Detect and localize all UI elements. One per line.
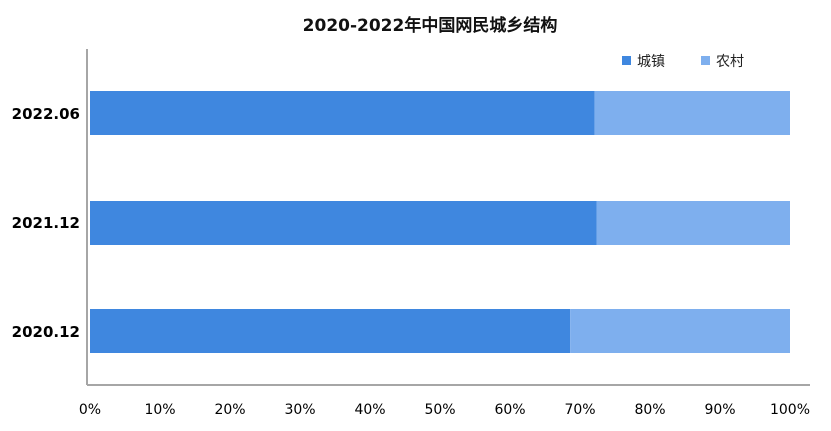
x-tick-label: 0% [79, 402, 101, 418]
legend-swatch-urban [622, 56, 631, 65]
bar-segment-rural [594, 91, 790, 135]
legend-swatch-rural [701, 56, 710, 65]
x-tick-label: 40% [354, 402, 385, 418]
bar-segment-urban [90, 309, 571, 353]
legend-label-rural: 农村 [716, 54, 744, 70]
legend-label-urban: 城镇 [637, 54, 665, 70]
legend: 城镇 农村 [622, 54, 744, 70]
x-tick-label: 100% [770, 402, 810, 418]
bar-segment-rural [596, 201, 790, 245]
x-tick-label: 50% [424, 402, 455, 418]
category-labels: 2022.06 2021.12 2020.12 [12, 105, 80, 341]
bar-segment-urban [90, 201, 597, 245]
category-label: 2020.12 [12, 323, 80, 341]
x-tick-label: 10% [144, 402, 175, 418]
x-tick-label: 60% [494, 402, 525, 418]
x-tick-label: 90% [704, 402, 735, 418]
category-label: 2021.12 [12, 214, 80, 232]
x-tick-label: 20% [214, 402, 245, 418]
bar-segment-rural [570, 309, 790, 353]
chart-title: 2020-2022年中国网民城乡结构 [303, 15, 558, 36]
x-tick-label: 70% [564, 402, 595, 418]
bar-segment-urban [90, 91, 595, 135]
x-tick-label: 80% [634, 402, 665, 418]
x-tick-label: 30% [284, 402, 315, 418]
bars [90, 91, 790, 353]
x-axis-tick-labels: 0% 10% 20% 30% 40% 50% 60% 70% 80% 90% 100% [79, 402, 810, 418]
category-label: 2022.06 [12, 105, 80, 123]
